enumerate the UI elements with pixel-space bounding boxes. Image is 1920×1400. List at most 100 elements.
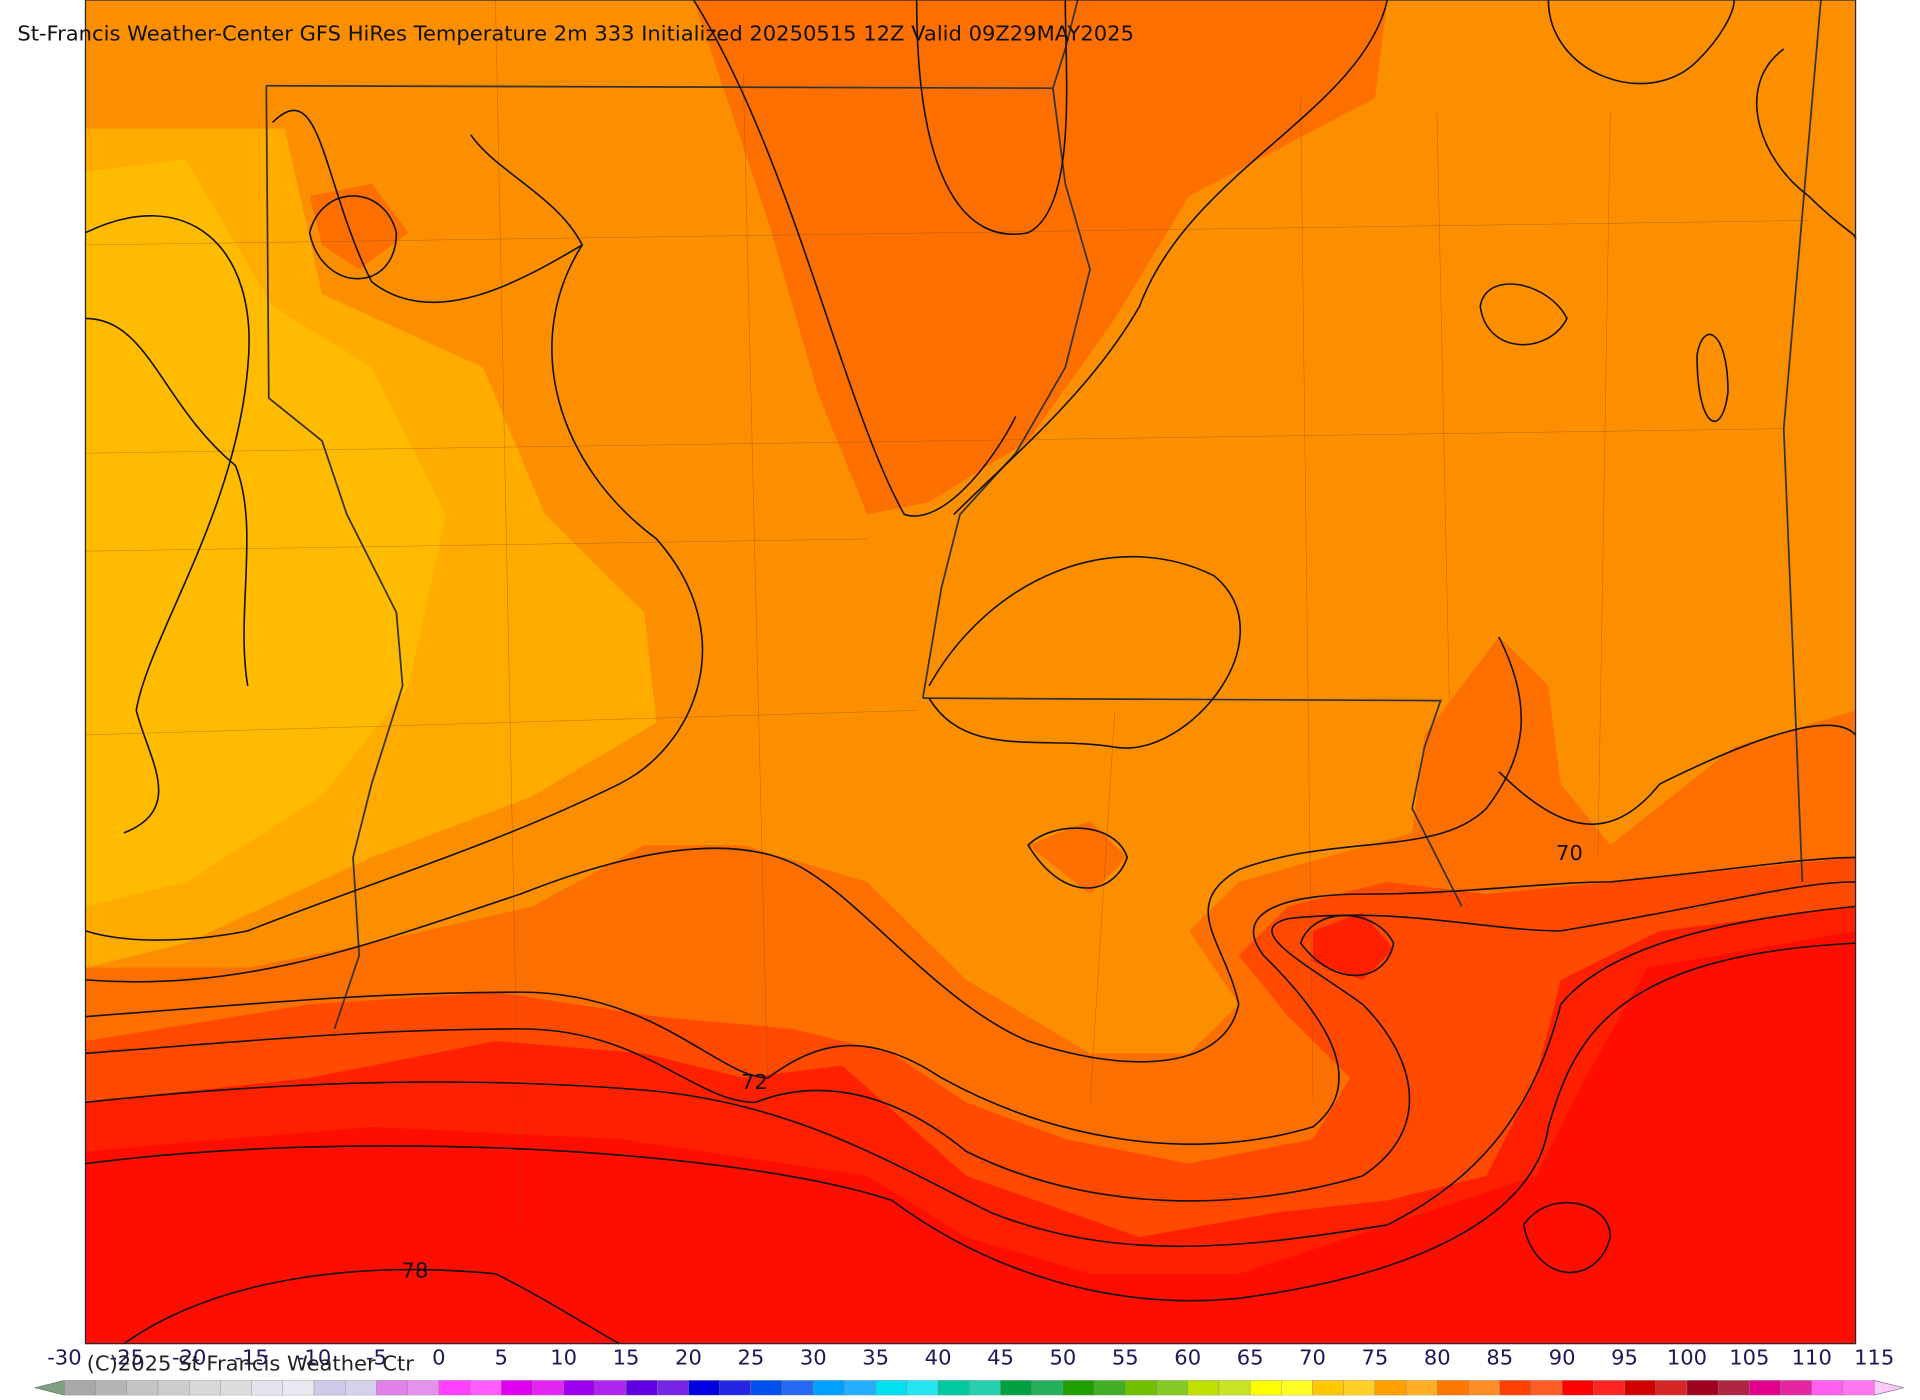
colorbar-swatch	[1031, 1380, 1064, 1396]
contour	[1522, 1202, 1612, 1274]
colorbar-swatch	[1000, 1380, 1032, 1396]
red-spot	[1313, 912, 1394, 980]
colorbar-swatch	[1842, 1380, 1875, 1396]
contour	[85, 881, 1856, 1202]
colorbar-swatch	[1468, 1380, 1500, 1396]
colorbar-tick-label: -5	[366, 1346, 387, 1370]
colorbar-swatch	[313, 1380, 346, 1396]
colorbar-tick-label: 80	[1424, 1346, 1451, 1370]
colorbar-swatch	[813, 1380, 845, 1396]
colorbar-tick-label: 100	[1667, 1346, 1707, 1370]
colorbar-swatch	[95, 1380, 128, 1396]
state-border	[922, 697, 1463, 907]
contour-label: 72	[741, 1070, 768, 1094]
colorbar-swatch	[1249, 1380, 1282, 1396]
colorbar-swatch	[1281, 1380, 1313, 1396]
contour	[692, 0, 1017, 517]
colorbar-swatch	[251, 1380, 284, 1396]
colorbar-tick-label: 35	[862, 1346, 889, 1370]
colorbar-tick-label: 105	[1729, 1346, 1769, 1370]
colorbar-swatch	[1405, 1380, 1438, 1396]
colorbar-swatch	[563, 1380, 596, 1396]
colorbar-swatch	[64, 1380, 96, 1396]
contour	[85, 942, 1856, 1302]
colorbar-swatch	[1686, 1380, 1719, 1396]
colorbar: -30 -25 -20 -15 -10 -5 0 5 10 15 20 25 30 35 40 45 50 55 6…	[34, 1346, 1904, 1396]
contour	[1299, 914, 1395, 977]
colorbar-swatch	[1655, 1380, 1688, 1396]
contour	[1027, 827, 1129, 889]
contour	[1479, 283, 1568, 346]
colorbar-tick-label: -30	[47, 1346, 81, 1370]
colorbar-swatch	[625, 1380, 658, 1396]
contour	[915, 0, 1068, 235]
colorbar-swatch	[1374, 1380, 1407, 1396]
colorbar-tick-label: 0	[432, 1346, 445, 1370]
state-border	[266, 0, 1079, 90]
state-border	[265, 85, 404, 1030]
colorbar-swatch	[1218, 1380, 1251, 1396]
colorbar-tick-label: 15	[613, 1346, 640, 1370]
colorbar-arrow-left	[34, 1380, 65, 1396]
colorbar-swatch	[875, 1380, 908, 1396]
colorbar-swatch	[1717, 1380, 1750, 1396]
contour	[85, 856, 1856, 1145]
colorbar-swatch	[1811, 1380, 1844, 1396]
red-zone-deep	[85, 930, 1856, 1344]
colorbar-swatch	[126, 1380, 159, 1396]
colorbar-tick-label: 10	[550, 1346, 577, 1370]
contour	[1755, 48, 1857, 239]
colorbar-tick-label: -25	[110, 1346, 144, 1370]
colorbar-swatch	[438, 1380, 471, 1396]
colorbar-tick-label: 55	[1112, 1346, 1139, 1370]
colorbar-tick-label: 20	[675, 1346, 702, 1370]
colorbar-swatch	[969, 1380, 1001, 1396]
colorbar-swatch	[1125, 1380, 1157, 1396]
colorbar-tick-label: -15	[234, 1346, 268, 1370]
contour-label: 78	[402, 1259, 429, 1283]
contour	[1498, 724, 1857, 825]
colorbar-swatch	[532, 1380, 564, 1396]
map-title: St-Francis Weather-Center GFS HiRes Temp…	[17, 22, 1134, 46]
colorbar-swatch	[906, 1380, 939, 1396]
colorbar-swatch	[1593, 1380, 1625, 1396]
colorbar-swatch	[594, 1380, 627, 1396]
contour	[308, 195, 398, 280]
colorbar-swatch	[1749, 1380, 1781, 1396]
contour	[85, 636, 1523, 1063]
colorbar-tick-label: 25	[737, 1346, 764, 1370]
colorbar-tick-label: 90	[1549, 1346, 1576, 1370]
colorbar-tick-label: 95	[1611, 1346, 1638, 1370]
colorbar-tick-label: 30	[800, 1346, 827, 1370]
contour	[85, 905, 1856, 1248]
colorbar-swatch	[1187, 1380, 1220, 1396]
colorbar-tick-label: 110	[1792, 1346, 1832, 1370]
colorbar-swatch	[1062, 1380, 1095, 1396]
contour	[85, 317, 249, 687]
colorbar-swatch	[282, 1380, 315, 1396]
colorbar-swatch	[501, 1380, 533, 1396]
colorbar-tick-label: 65	[1237, 1346, 1264, 1370]
colorbar-swatch	[189, 1380, 221, 1396]
colorbar-tick-label: 75	[1362, 1346, 1389, 1370]
contour	[85, 244, 704, 941]
contour	[1547, 0, 1735, 85]
colorbar-tick-label: 70	[1299, 1346, 1326, 1370]
colorbar-swatch	[1156, 1380, 1188, 1396]
colorbar-swatch	[719, 1380, 752, 1396]
contour	[271, 109, 584, 304]
colorbar-swatch	[220, 1380, 252, 1396]
dark-orange-north	[693, 0, 1388, 515]
colorbar-swatch	[750, 1380, 783, 1396]
contour	[953, 0, 1389, 515]
colorbar-swatch	[657, 1380, 689, 1396]
colorbar-tick-label: 50	[1049, 1346, 1076, 1370]
colorbar-swatch	[1437, 1380, 1469, 1396]
colorbar-swatch	[688, 1380, 720, 1396]
dark-orange-spot-2	[1028, 820, 1128, 895]
colorbar-swatch	[1499, 1380, 1532, 1396]
colorbar-swatch	[345, 1380, 377, 1396]
warmer-zone-west	[85, 159, 446, 907]
colorbar-swatch	[1561, 1380, 1594, 1396]
colorbar-tick-label: 115	[1854, 1346, 1894, 1370]
